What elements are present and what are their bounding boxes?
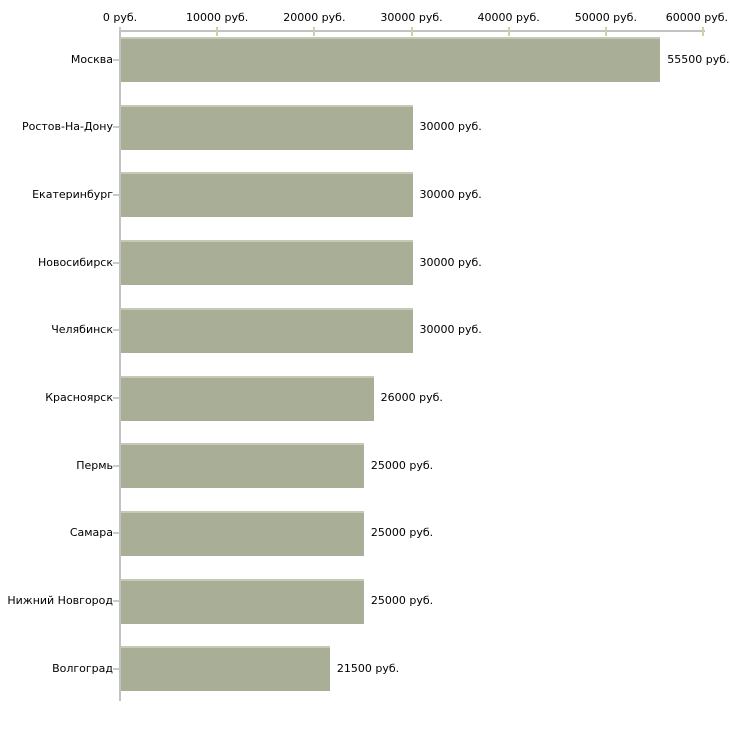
- x-axis-tick-label: 0 руб.: [102, 11, 138, 24]
- x-axis-line: [120, 30, 705, 32]
- y-axis-tick-mark: [113, 464, 119, 467]
- bar: [121, 578, 364, 624]
- y-axis-tick-mark: [113, 600, 119, 603]
- y-axis-tick-mark: [113, 329, 119, 332]
- y-axis-tick-mark: [113, 261, 119, 264]
- value-label: 25000 руб.: [370, 526, 434, 540]
- category-label: Красноярск: [45, 391, 113, 404]
- value-label: 30000 руб.: [419, 255, 482, 269]
- bar: [121, 104, 413, 150]
- y-axis-tick-mark: [113, 193, 119, 196]
- x-axis-tick-mark: [216, 27, 219, 36]
- value-label: 21500 руб.: [336, 661, 400, 675]
- category-label: Ростов-На-Дону: [21, 120, 113, 134]
- bar: [121, 646, 330, 692]
- y-axis-tick-mark: [113, 397, 119, 399]
- x-axis-tick-label: 30000 руб.: [380, 11, 443, 24]
- bar: [121, 172, 413, 218]
- y-axis-tick-mark: [113, 667, 119, 670]
- x-axis-tick-mark: [313, 27, 316, 36]
- category-label: Москва: [70, 52, 113, 66]
- category-label: Волгоград: [52, 661, 113, 675]
- category-label: Пермь: [76, 458, 113, 472]
- bar: [121, 375, 374, 421]
- bar: [121, 510, 364, 556]
- value-label: 30000 руб.: [419, 120, 482, 134]
- value-label: 25000 руб.: [370, 458, 434, 472]
- x-axis-tick-label: 50000 руб.: [574, 11, 637, 24]
- value-label: 25000 руб.: [370, 594, 434, 608]
- y-axis-tick-mark: [113, 532, 119, 535]
- x-axis-tick-label: 10000 руб.: [186, 11, 249, 24]
- x-axis-tick-label: 60000 руб.: [665, 11, 728, 24]
- bar: [121, 37, 661, 82]
- bar: [121, 443, 364, 489]
- x-axis-tick-mark: [507, 27, 510, 36]
- bar: [121, 240, 413, 286]
- x-axis-tick-label: 20000 руб.: [283, 11, 346, 24]
- category-label: Челябинск: [51, 323, 113, 337]
- category-label: Новосибирск: [37, 255, 113, 269]
- x-axis-tick-mark: [702, 27, 704, 36]
- y-axis-tick-mark: [113, 126, 119, 129]
- y-axis-tick-mark: [113, 58, 119, 61]
- value-label: 26000 руб.: [380, 391, 443, 404]
- value-label: 30000 руб.: [419, 323, 482, 337]
- x-axis-tick-label: 40000 руб.: [477, 11, 540, 24]
- value-label: 30000 руб.: [419, 187, 482, 201]
- x-axis-tick-mark: [604, 27, 607, 36]
- category-label: Екатеринбург: [32, 187, 113, 201]
- value-label: 55500 руб.: [667, 52, 730, 66]
- bar: [121, 307, 413, 353]
- category-label: Самара: [69, 526, 113, 540]
- y-axis-line: [119, 30, 121, 701]
- category-label: Нижний Новгород: [7, 594, 113, 608]
- x-axis-tick-mark: [410, 27, 413, 36]
